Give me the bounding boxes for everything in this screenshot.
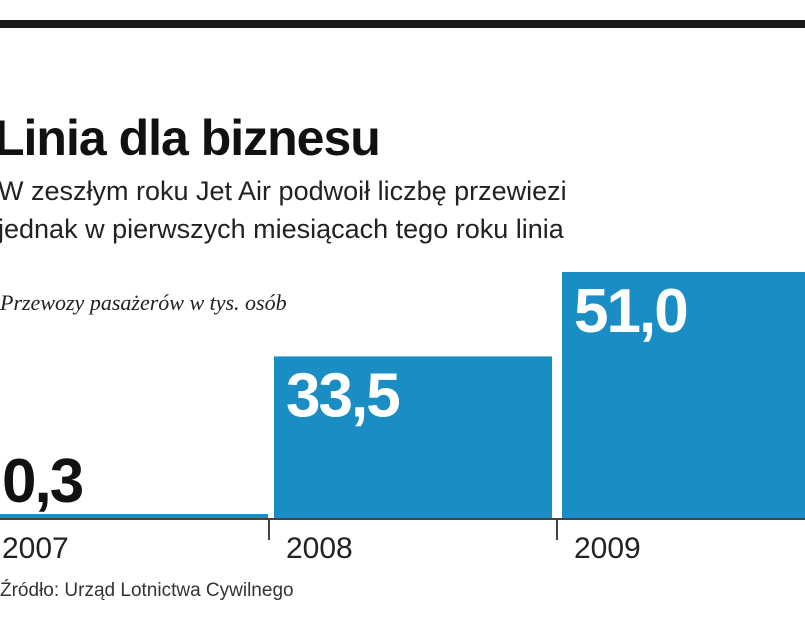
x-axis-tick-2: [556, 518, 558, 540]
x-axis-tick-1: [268, 518, 270, 540]
x-tick-label-2009: 2009: [574, 532, 641, 565]
y-axis-label: Przewozy pasażerów w tys. osób: [0, 290, 287, 315]
value-label-2009: 51,0: [574, 277, 687, 346]
x-tick-label-2007: 2007: [2, 532, 69, 565]
top-rule: [0, 20, 805, 28]
value-label-2007: 0,3: [2, 447, 83, 516]
lead-paragraph: W zeszłym roku Jet Air podwoił liczbę pr…: [0, 172, 805, 248]
value-label-2008: 33,5: [286, 361, 399, 430]
bar-2008: [274, 356, 552, 518]
x-tick-label-2008: 2008: [286, 532, 353, 565]
lead-line-2: jednak w pierwszych miesiącach tego roku…: [0, 214, 564, 244]
chart-title: Linia dla biznesu: [0, 110, 381, 166]
bar-2009: [562, 272, 805, 518]
lead-line-1: W zeszłym roku Jet Air podwoił liczbę pr…: [0, 176, 567, 206]
source-note: Źródło: Urząd Lotnictwa Cywilnego: [0, 580, 294, 601]
x-axis-baseline: [0, 518, 805, 520]
bar-2007: [0, 514, 268, 518]
